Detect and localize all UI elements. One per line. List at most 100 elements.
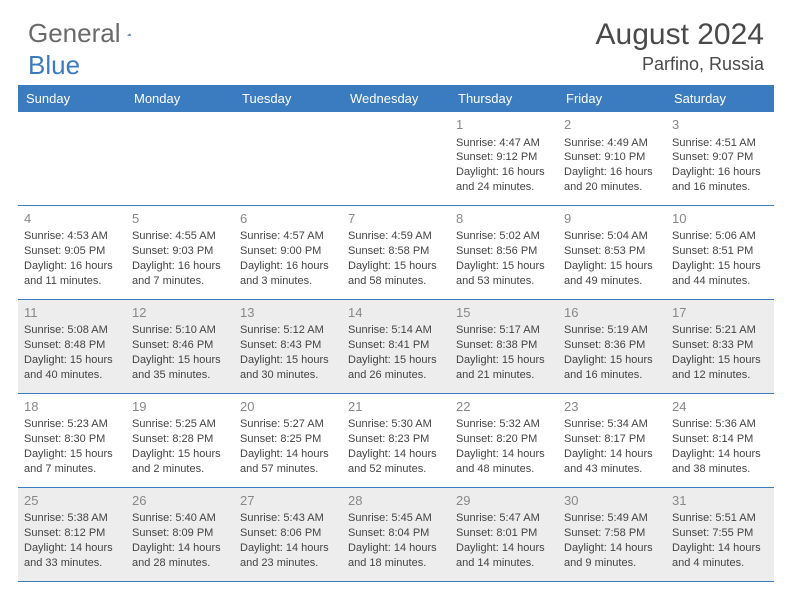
calendar-cell: 7Sunrise: 4:59 AMSunset: 8:58 PMDaylight… xyxy=(342,205,450,299)
sunrise-text: Sunrise: 5:19 AM xyxy=(564,323,660,338)
daylight-text: Daylight: 16 hours and 11 minutes. xyxy=(24,259,120,289)
calendar-cell: 21Sunrise: 5:30 AMSunset: 8:23 PMDayligh… xyxy=(342,393,450,487)
calendar-week-row: 4Sunrise: 4:53 AMSunset: 9:05 PMDaylight… xyxy=(18,205,774,299)
sunset-text: Sunset: 9:00 PM xyxy=(240,244,336,259)
brand-logo: General xyxy=(28,18,155,49)
sunset-text: Sunset: 9:07 PM xyxy=(672,150,768,165)
daylight-text: Daylight: 14 hours and 43 minutes. xyxy=(564,447,660,477)
weekday-header: Sunday xyxy=(18,85,126,112)
sunrise-text: Sunrise: 4:55 AM xyxy=(132,229,228,244)
calendar-cell: 6Sunrise: 4:57 AMSunset: 9:00 PMDaylight… xyxy=(234,205,342,299)
daylight-text: Daylight: 15 hours and 44 minutes. xyxy=(672,259,768,289)
day-number: 14 xyxy=(348,304,444,322)
sunset-text: Sunset: 8:30 PM xyxy=(24,432,120,447)
sunset-text: Sunset: 8:01 PM xyxy=(456,526,552,541)
calendar-cell: 29Sunrise: 5:47 AMSunset: 8:01 PMDayligh… xyxy=(450,487,558,581)
daylight-text: Daylight: 15 hours and 7 minutes. xyxy=(24,447,120,477)
calendar-cell xyxy=(18,112,126,205)
day-number: 2 xyxy=(564,116,660,134)
daylight-text: Daylight: 14 hours and 28 minutes. xyxy=(132,541,228,571)
day-number: 1 xyxy=(456,116,552,134)
weekday-header: Monday xyxy=(126,85,234,112)
calendar-cell xyxy=(342,112,450,205)
calendar-week-row: 11Sunrise: 5:08 AMSunset: 8:48 PMDayligh… xyxy=(18,299,774,393)
sunset-text: Sunset: 8:36 PM xyxy=(564,338,660,353)
daylight-text: Daylight: 16 hours and 24 minutes. xyxy=(456,165,552,195)
calendar-cell: 18Sunrise: 5:23 AMSunset: 8:30 PMDayligh… xyxy=(18,393,126,487)
day-number: 4 xyxy=(24,210,120,228)
sunrise-text: Sunrise: 5:32 AM xyxy=(456,417,552,432)
daylight-text: Daylight: 14 hours and 38 minutes. xyxy=(672,447,768,477)
logo-icon xyxy=(127,24,131,44)
calendar-cell: 17Sunrise: 5:21 AMSunset: 8:33 PMDayligh… xyxy=(666,299,774,393)
sunrise-text: Sunrise: 5:17 AM xyxy=(456,323,552,338)
sunset-text: Sunset: 8:41 PM xyxy=(348,338,444,353)
daylight-text: Daylight: 16 hours and 7 minutes. xyxy=(132,259,228,289)
header: General August 2024 Parfino, Russia xyxy=(0,0,792,85)
daylight-text: Daylight: 14 hours and 18 minutes. xyxy=(348,541,444,571)
daylight-text: Daylight: 14 hours and 14 minutes. xyxy=(456,541,552,571)
day-number: 6 xyxy=(240,210,336,228)
calendar-cell: 5Sunrise: 4:55 AMSunset: 9:03 PMDaylight… xyxy=(126,205,234,299)
day-number: 9 xyxy=(564,210,660,228)
sunset-text: Sunset: 9:12 PM xyxy=(456,150,552,165)
day-number: 13 xyxy=(240,304,336,322)
day-number: 27 xyxy=(240,492,336,510)
daylight-text: Daylight: 15 hours and 12 minutes. xyxy=(672,353,768,383)
sunset-text: Sunset: 8:33 PM xyxy=(672,338,768,353)
sunrise-text: Sunrise: 5:12 AM xyxy=(240,323,336,338)
calendar-cell: 10Sunrise: 5:06 AMSunset: 8:51 PMDayligh… xyxy=(666,205,774,299)
weekday-header: Friday xyxy=(558,85,666,112)
sunrise-text: Sunrise: 5:08 AM xyxy=(24,323,120,338)
calendar-cell: 30Sunrise: 5:49 AMSunset: 7:58 PMDayligh… xyxy=(558,487,666,581)
daylight-text: Daylight: 15 hours and 30 minutes. xyxy=(240,353,336,383)
day-number: 19 xyxy=(132,398,228,416)
day-number: 30 xyxy=(564,492,660,510)
calendar-cell: 28Sunrise: 5:45 AMSunset: 8:04 PMDayligh… xyxy=(342,487,450,581)
sunrise-text: Sunrise: 4:51 AM xyxy=(672,136,768,151)
calendar-cell: 3Sunrise: 4:51 AMSunset: 9:07 PMDaylight… xyxy=(666,112,774,205)
sunset-text: Sunset: 8:51 PM xyxy=(672,244,768,259)
sunrise-text: Sunrise: 5:34 AM xyxy=(564,417,660,432)
daylight-text: Daylight: 16 hours and 3 minutes. xyxy=(240,259,336,289)
sunset-text: Sunset: 9:10 PM xyxy=(564,150,660,165)
weekday-header: Thursday xyxy=(450,85,558,112)
day-number: 28 xyxy=(348,492,444,510)
calendar-body: 1Sunrise: 4:47 AMSunset: 9:12 PMDaylight… xyxy=(18,112,774,581)
day-number: 23 xyxy=(564,398,660,416)
sunset-text: Sunset: 8:09 PM xyxy=(132,526,228,541)
calendar-cell: 13Sunrise: 5:12 AMSunset: 8:43 PMDayligh… xyxy=(234,299,342,393)
calendar-cell: 14Sunrise: 5:14 AMSunset: 8:41 PMDayligh… xyxy=(342,299,450,393)
calendar-cell: 20Sunrise: 5:27 AMSunset: 8:25 PMDayligh… xyxy=(234,393,342,487)
sunrise-text: Sunrise: 5:21 AM xyxy=(672,323,768,338)
sunrise-text: Sunrise: 4:47 AM xyxy=(456,136,552,151)
day-number: 5 xyxy=(132,210,228,228)
day-number: 25 xyxy=(24,492,120,510)
day-number: 16 xyxy=(564,304,660,322)
sunset-text: Sunset: 8:17 PM xyxy=(564,432,660,447)
sunrise-text: Sunrise: 5:06 AM xyxy=(672,229,768,244)
sunset-text: Sunset: 8:14 PM xyxy=(672,432,768,447)
sunset-text: Sunset: 8:04 PM xyxy=(348,526,444,541)
daylight-text: Daylight: 14 hours and 48 minutes. xyxy=(456,447,552,477)
sunrise-text: Sunrise: 5:40 AM xyxy=(132,511,228,526)
sunset-text: Sunset: 8:23 PM xyxy=(348,432,444,447)
sunrise-text: Sunrise: 5:51 AM xyxy=(672,511,768,526)
sunrise-text: Sunrise: 5:45 AM xyxy=(348,511,444,526)
calendar-cell: 31Sunrise: 5:51 AMSunset: 7:55 PMDayligh… xyxy=(666,487,774,581)
day-number: 8 xyxy=(456,210,552,228)
sunset-text: Sunset: 8:46 PM xyxy=(132,338,228,353)
sunset-text: Sunset: 9:03 PM xyxy=(132,244,228,259)
calendar-cell: 11Sunrise: 5:08 AMSunset: 8:48 PMDayligh… xyxy=(18,299,126,393)
daylight-text: Daylight: 15 hours and 2 minutes. xyxy=(132,447,228,477)
calendar-cell: 25Sunrise: 5:38 AMSunset: 8:12 PMDayligh… xyxy=(18,487,126,581)
brand-part2: Blue xyxy=(28,50,80,81)
calendar-week-row: 1 Sunrise: 4:47 AMSunset: 9:12 PMDaylight… xyxy=(18,112,774,205)
sunrise-text: Sunrise: 5:36 AM xyxy=(672,417,768,432)
day-number: 22 xyxy=(456,398,552,416)
sunset-text: Sunset: 8:56 PM xyxy=(456,244,552,259)
sunrise-text: Sunrise: 5:49 AM xyxy=(564,511,660,526)
day-number: 11 xyxy=(24,304,120,322)
title-block: August 2024 Parfino, Russia xyxy=(596,18,764,75)
daylight-text: Daylight: 15 hours and 40 minutes. xyxy=(24,353,120,383)
